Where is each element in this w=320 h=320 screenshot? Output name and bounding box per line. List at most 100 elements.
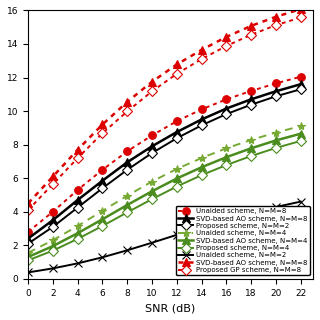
- SVD-based AO scheme, N=M=4: [200, 165, 204, 169]
- SVD-based AO scheme, N=M=8: [26, 201, 30, 205]
- Proposed scheme, N=M=2: [175, 136, 179, 140]
- Unaided scheme, N=M=4: [200, 156, 204, 160]
- SVD-based AO scheme, N=M=8: [299, 82, 303, 86]
- Proposed GP scheme, N=M=8: [249, 33, 253, 37]
- Proposed scheme, N=M=2: [51, 225, 55, 229]
- SVD-based AO scheme, N=M=8: [200, 48, 204, 52]
- Proposed scheme, N=M=4: [299, 139, 303, 143]
- Unaided scheme, N=M=2: [125, 248, 129, 252]
- Proposed scheme, N=M=4: [100, 224, 104, 228]
- Unaided scheme, N=M=4: [26, 251, 30, 255]
- SVD-based AO scheme, N=M=8: [224, 35, 228, 39]
- SVD-based AO scheme, N=M=4: [150, 189, 154, 193]
- Unaided scheme, N=M=4: [51, 238, 55, 242]
- Line: SVD-based AO scheme, N=M=8: SVD-based AO scheme, N=M=8: [24, 5, 305, 207]
- Unaided scheme, N=M=8: [274, 82, 278, 85]
- Unaided scheme, N=M=2: [76, 261, 80, 265]
- Unaided scheme, N=M=4: [299, 124, 303, 128]
- Proposed scheme, N=M=2: [150, 151, 154, 155]
- Unaided scheme, N=M=2: [26, 270, 30, 274]
- Proposed GP scheme, N=M=8: [299, 16, 303, 20]
- SVD-based AO scheme, N=M=4: [76, 231, 80, 235]
- SVD-based AO scheme, N=M=8: [100, 179, 104, 183]
- Unaided scheme, N=M=8: [150, 133, 154, 137]
- Proposed GP scheme, N=M=8: [51, 182, 55, 186]
- Proposed GP scheme, N=M=8: [26, 208, 30, 212]
- Unaided scheme, N=M=2: [249, 211, 253, 215]
- Proposed GP scheme, N=M=8: [76, 156, 80, 160]
- Unaided scheme, N=M=4: [224, 146, 228, 150]
- Line: Unaided scheme, N=M=4: Unaided scheme, N=M=4: [24, 122, 305, 257]
- Line: Proposed GP scheme, N=M=8: Proposed GP scheme, N=M=8: [25, 14, 304, 213]
- Unaided scheme, N=M=8: [299, 75, 303, 79]
- Unaided scheme, N=M=8: [125, 149, 129, 153]
- Unaided scheme, N=M=8: [175, 119, 179, 123]
- Unaided scheme, N=M=2: [224, 218, 228, 222]
- SVD-based AO scheme, N=M=8: [26, 236, 30, 240]
- Unaided scheme, N=M=4: [76, 224, 80, 228]
- Unaided scheme, N=M=2: [299, 200, 303, 204]
- Unaided scheme, N=M=8: [200, 108, 204, 111]
- SVD-based AO scheme, N=M=4: [26, 255, 30, 259]
- Proposed scheme, N=M=2: [100, 186, 104, 190]
- Unaided scheme, N=M=8: [51, 210, 55, 214]
- Proposed scheme, N=M=4: [200, 173, 204, 177]
- Unaided scheme, N=M=4: [175, 167, 179, 171]
- Line: Proposed scheme, N=M=2: Proposed scheme, N=M=2: [25, 86, 304, 247]
- SVD-based AO scheme, N=M=8: [150, 80, 154, 84]
- Proposed GP scheme, N=M=8: [224, 44, 228, 48]
- Proposed scheme, N=M=2: [200, 124, 204, 127]
- SVD-based AO scheme, N=M=4: [100, 217, 104, 221]
- Proposed GP scheme, N=M=8: [200, 57, 204, 61]
- SVD-based AO scheme, N=M=4: [249, 146, 253, 150]
- Proposed scheme, N=M=2: [125, 168, 129, 172]
- SVD-based AO scheme, N=M=8: [150, 144, 154, 148]
- SVD-based AO scheme, N=M=4: [51, 244, 55, 248]
- SVD-based AO scheme, N=M=8: [100, 123, 104, 126]
- Proposed GP scheme, N=M=8: [175, 72, 179, 76]
- Line: SVD-based AO scheme, N=M=8: SVD-based AO scheme, N=M=8: [24, 80, 305, 243]
- SVD-based AO scheme, N=M=4: [224, 155, 228, 159]
- Line: Unaided scheme, N=M=2: Unaided scheme, N=M=2: [24, 197, 305, 276]
- SVD-based AO scheme, N=M=8: [224, 107, 228, 110]
- SVD-based AO scheme, N=M=8: [125, 160, 129, 164]
- Proposed scheme, N=M=4: [274, 146, 278, 150]
- Proposed scheme, N=M=2: [299, 87, 303, 91]
- SVD-based AO scheme, N=M=4: [299, 132, 303, 136]
- Proposed scheme, N=M=2: [224, 112, 228, 116]
- Proposed scheme, N=M=2: [274, 94, 278, 98]
- SVD-based AO scheme, N=M=8: [76, 198, 80, 202]
- SVD-based AO scheme, N=M=8: [51, 174, 55, 178]
- SVD-based AO scheme, N=M=8: [274, 89, 278, 93]
- Unaided scheme, N=M=4: [274, 131, 278, 134]
- Proposed GP scheme, N=M=8: [100, 131, 104, 135]
- SVD-based AO scheme, N=M=8: [125, 100, 129, 104]
- SVD-based AO scheme, N=M=8: [76, 148, 80, 152]
- Proposed scheme, N=M=4: [249, 154, 253, 158]
- SVD-based AO scheme, N=M=4: [125, 203, 129, 207]
- SVD-based AO scheme, N=M=4: [274, 139, 278, 142]
- Unaided scheme, N=M=2: [100, 255, 104, 259]
- Unaided scheme, N=M=4: [100, 209, 104, 213]
- Unaided scheme, N=M=8: [224, 97, 228, 101]
- Proposed scheme, N=M=2: [26, 242, 30, 245]
- SVD-based AO scheme, N=M=8: [175, 130, 179, 134]
- Proposed GP scheme, N=M=8: [274, 23, 278, 27]
- Proposed scheme, N=M=4: [150, 197, 154, 201]
- Proposed GP scheme, N=M=8: [125, 109, 129, 113]
- Unaided scheme, N=M=8: [26, 230, 30, 234]
- SVD-based AO scheme, N=M=8: [51, 218, 55, 222]
- Unaided scheme, N=M=4: [125, 194, 129, 198]
- Unaided scheme, N=M=8: [249, 89, 253, 93]
- Line: Proposed scheme, N=M=4: Proposed scheme, N=M=4: [25, 138, 304, 264]
- Unaided scheme, N=M=2: [175, 233, 179, 237]
- Unaided scheme, N=M=8: [76, 188, 80, 192]
- Unaided scheme, N=M=2: [200, 225, 204, 229]
- Unaided scheme, N=M=2: [274, 205, 278, 209]
- Line: SVD-based AO scheme, N=M=4: SVD-based AO scheme, N=M=4: [24, 130, 305, 261]
- Proposed scheme, N=M=4: [26, 259, 30, 262]
- SVD-based AO scheme, N=M=8: [249, 24, 253, 28]
- Unaided scheme, N=M=8: [100, 168, 104, 172]
- Proposed scheme, N=M=4: [76, 237, 80, 241]
- Legend: Unaided scheme, N=M=8, SVD-based AO scheme, N=M=8, Proposed scheme, N=M=2, Unaid: Unaided scheme, N=M=8, SVD-based AO sche…: [176, 206, 309, 275]
